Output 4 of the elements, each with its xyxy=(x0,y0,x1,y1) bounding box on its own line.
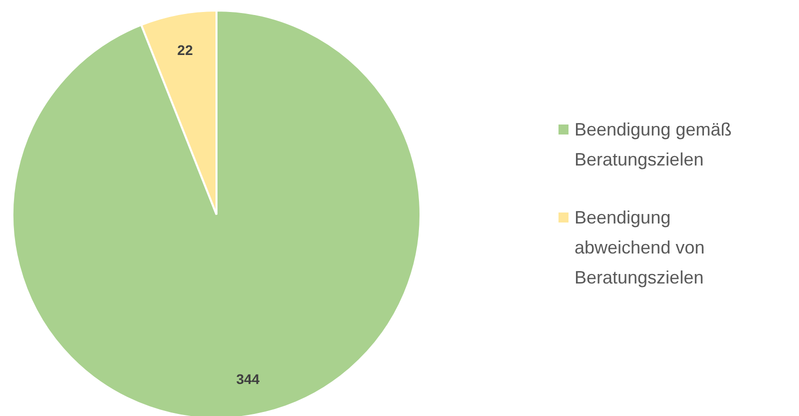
data-label: 22 xyxy=(177,42,194,58)
data-label: 344 xyxy=(236,370,260,387)
legend-label: Beendigung abweichend von Beratungszielen xyxy=(574,208,705,288)
legend-label: Beendigung gemäß Beratungszielen xyxy=(574,120,732,170)
